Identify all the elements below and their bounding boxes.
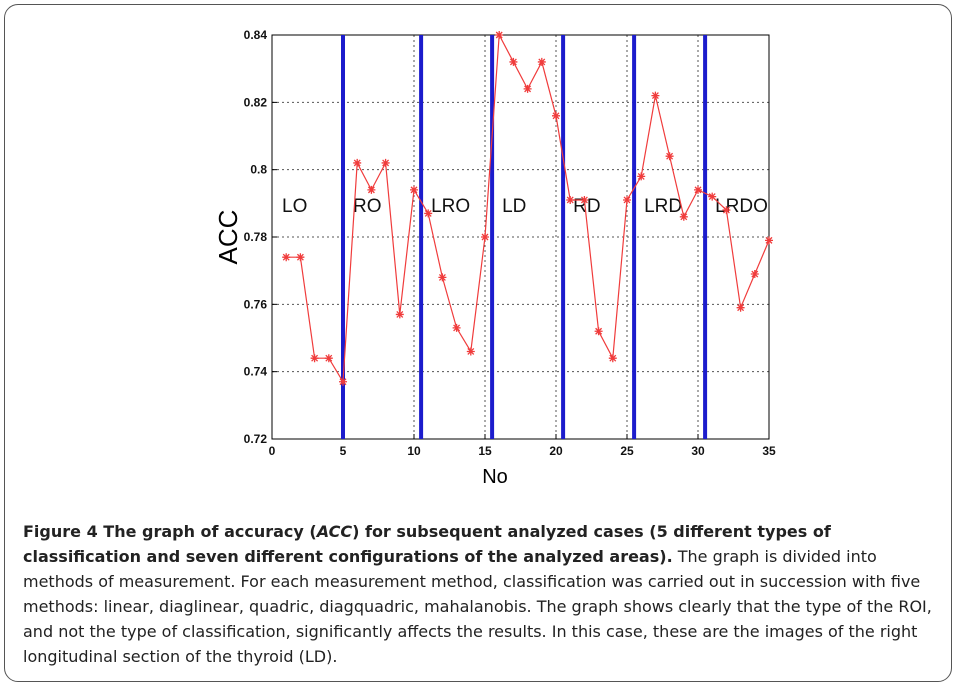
data-point (608, 354, 617, 363)
data-point (594, 327, 603, 336)
x-tick-label: 0 (269, 444, 276, 458)
data-point (708, 192, 717, 201)
y-axis-label: ACC (213, 210, 243, 265)
data-point (637, 172, 646, 181)
y-tick-label: 0.8 (250, 163, 267, 177)
data-point (523, 84, 532, 93)
y-tick-label: 0.74 (244, 365, 268, 379)
caption-text: The graph is divided into methods of mea… (23, 547, 932, 666)
data-point (424, 209, 433, 218)
data-point (665, 152, 674, 161)
region-label: RD (573, 196, 600, 217)
data-point (339, 377, 347, 386)
caption-title-part: Figure 4 The graph of accuracy ( (23, 522, 317, 541)
x-tick-label: 35 (762, 444, 776, 458)
region-label: LRD (644, 196, 682, 217)
x-tick-label: 10 (407, 444, 421, 458)
data-point (694, 185, 702, 194)
data-point (750, 270, 759, 279)
y-tick-label: 0.78 (244, 230, 268, 244)
data-point (395, 310, 404, 319)
plot-area (272, 35, 769, 439)
x-tick-label: 5 (340, 444, 347, 458)
data-point (651, 91, 660, 100)
data-point (736, 303, 745, 312)
x-tick-label: 30 (691, 444, 705, 458)
data-point (566, 195, 575, 204)
data-point (509, 57, 518, 66)
data-point (438, 273, 447, 282)
x-tick-label: 15 (478, 444, 492, 458)
region-label: LRO (431, 196, 470, 217)
data-point (367, 185, 376, 194)
data-point (537, 57, 546, 66)
data-point (466, 347, 475, 356)
x-axis-label: No (482, 466, 508, 488)
data-point (452, 323, 461, 332)
region-label: LD (502, 196, 526, 217)
y-tick-label: 0.76 (244, 297, 268, 311)
data-point (552, 111, 560, 120)
caption-title-part: ) for subsequent analyzed cases (5 diffe… (23, 522, 831, 566)
data-point (282, 253, 291, 262)
data-point (679, 212, 688, 221)
x-tick-label: 20 (549, 444, 563, 458)
region-label: RO (353, 196, 382, 217)
y-tick-label: 0.72 (244, 432, 268, 446)
chart: No ACC 0.72 0.74 0.76 0.78 0.8 0.82 0.84 0 5 10 15… (213, 28, 776, 488)
data-point (495, 31, 504, 39)
data-point (623, 195, 631, 204)
data-point (324, 354, 333, 363)
region-label: LO (282, 196, 307, 217)
caption-title: Figure 4 The graph of accuracy (ACC) for… (23, 522, 831, 566)
data-point (481, 233, 489, 241)
y-tick-label: 0.84 (244, 28, 268, 42)
data-point (765, 236, 773, 245)
data-point (410, 185, 418, 194)
data-point (353, 158, 362, 167)
data-point (296, 253, 305, 262)
x-tick-label: 25 (620, 444, 634, 458)
data-point (580, 195, 589, 204)
data-point (722, 206, 731, 215)
figure-card: No ACC 0.72 0.74 0.76 0.78 0.8 0.82 0.84 0 5 10 15… (4, 4, 952, 682)
caption-title-italic: ACC (316, 522, 353, 541)
data-point (381, 158, 390, 167)
caption: Figure 4 The graph of accuracy (ACC) for… (23, 519, 933, 669)
data-point (310, 354, 319, 363)
y-tick-label: 0.82 (244, 95, 268, 109)
